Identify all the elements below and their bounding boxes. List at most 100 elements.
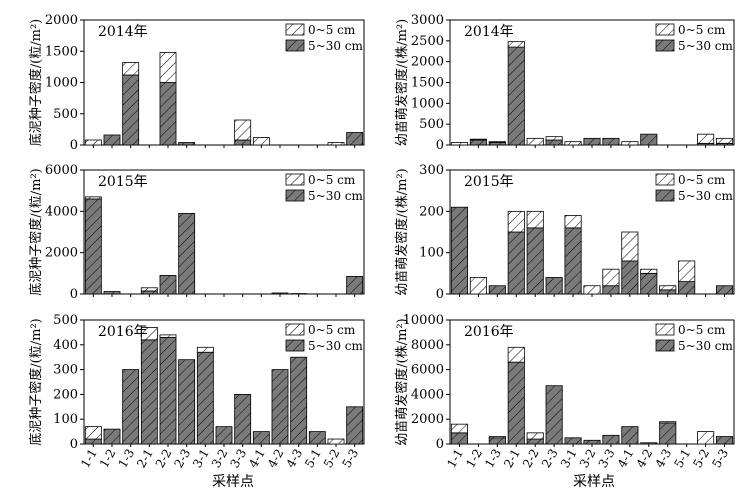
bar-layer-5-30-2-3 (545, 139, 563, 146)
chart-panel-2: 0 500 1000 1500 2000 2500 3000 2014年 0~5 cm 5~30 … (394, 13, 735, 153)
y-tick-label: 0 (436, 287, 444, 302)
legend-swatch-5-30 (285, 339, 305, 352)
x-tick-label: 2-3 (171, 447, 193, 471)
y-tick-label: 100 (53, 412, 78, 427)
bar-layer-5-30-2-3 (178, 359, 196, 445)
bar-layer-0-5-5-2 (697, 133, 715, 144)
x-tick-label: 1-2 (463, 447, 485, 471)
y-tick-label: 4000 (45, 204, 78, 219)
y-tick-label: 4000 (411, 387, 444, 402)
bar-layer-5-30-4-2 (640, 442, 658, 445)
y-tick-label: 2000 (411, 412, 444, 427)
bar-layer-5-30-4-2 (640, 133, 658, 146)
x-tick-label: 2-1 (134, 447, 156, 471)
y-tick-label: 2000 (45, 13, 78, 28)
bar-layer-0-5-4-1 (621, 141, 639, 146)
x-tick-label: 4-2 (265, 447, 287, 471)
bar-layer-0-5-2-1 (507, 210, 525, 233)
bar-layer-5-30-4-1 (252, 431, 270, 445)
bar-layer-0-5-5-2 (327, 142, 345, 146)
legend-swatch-0-5 (285, 23, 305, 36)
x-tick-label: 3-2 (577, 447, 599, 471)
bar-layer-5-30-5-1 (678, 281, 696, 295)
chart-panel-1: 0 500 1000 1500 2000 2014年 0~5 cm 5~30 cm 底泥种子密度… (28, 13, 365, 153)
bar-layer-0-5-5-1 (678, 260, 696, 282)
y-tick-label: 0 (436, 138, 444, 153)
bar-layer-0-5-5-2 (697, 431, 715, 445)
bar-layer-0-5-5-3 (715, 137, 734, 144)
bar-layer-0-5-1-3 (488, 436, 506, 439)
x-tick-label: 1-1 (444, 447, 466, 471)
bar-layer-0-5-4-3 (659, 421, 677, 424)
legend-swatch-0-5 (285, 323, 305, 336)
legend-label-5-30: 5~30 cm (678, 39, 733, 53)
y-tick-label: 6000 (45, 163, 78, 178)
bar-layer-0-5-2-1 (140, 327, 158, 341)
y-tick-label: 200 (53, 387, 78, 402)
y-tick-label: 0 (70, 437, 78, 452)
x-tick-label: 5-3 (339, 447, 361, 471)
bar-layer-0-5-1-1 (84, 139, 102, 146)
legend-label-0-5: 0~5 cm (308, 173, 356, 187)
y-axis-label: 幼苗萌发密度/(株/m²) (394, 318, 410, 445)
bar-layer-5-30-3-2 (215, 426, 233, 445)
bar-layer-5-30-2-1 (507, 46, 525, 146)
y-tick-label: 500 (419, 117, 444, 132)
y-tick-label: 500 (53, 107, 78, 122)
bar-layer-0-5-2-3 (545, 136, 563, 141)
x-tick-label: 4-3 (283, 447, 305, 471)
bar-layer-5-30-2-1 (507, 361, 525, 445)
bar-layer-5-30-2-2 (159, 274, 177, 295)
x-tick-label: 4-2 (634, 447, 656, 471)
bar-layer-5-30-2-1 (140, 290, 158, 295)
y-tick-label: 500 (53, 313, 78, 328)
legend-label-0-5: 0~5 cm (678, 323, 726, 337)
bar-layer-5-30-3-2 (583, 439, 601, 445)
y-tick-label: 300 (419, 163, 444, 178)
bar-layer-0-5-1-2 (469, 277, 487, 295)
bar-layer-0-5-2-2 (526, 432, 544, 440)
x-tick-label: 2-2 (520, 447, 542, 471)
y-tick-label: 0 (436, 437, 444, 452)
y-tick-label: 1500 (45, 44, 78, 59)
x-tick-label: 4-1 (615, 447, 637, 471)
legend-swatch-5-30 (655, 189, 675, 202)
bar-layer-5-30-1-2 (103, 428, 121, 445)
bar-layer-5-30-1-3 (488, 285, 506, 295)
x-tick-label: 3-2 (209, 447, 231, 471)
legend-label-5-30: 5~30 cm (308, 339, 363, 353)
bar-layer-5-30-3-3 (234, 139, 252, 146)
bar-layer-0-5-4-2 (640, 268, 658, 274)
bar-layer-5-30-3-3 (602, 137, 620, 146)
bar-layer-0-5-3-1 (564, 215, 582, 229)
bar-layer-5-30-3-3 (602, 285, 620, 295)
y-tick-label: 10000 (403, 313, 444, 328)
legend-swatch-5-30 (655, 39, 675, 52)
legend-swatch-5-30 (285, 39, 305, 52)
x-tick-label: 5-1 (671, 447, 693, 471)
x-tick-label: 3-1 (190, 447, 212, 471)
legend-label-0-5: 0~5 cm (678, 23, 726, 37)
y-tick-label: 1000 (411, 96, 444, 111)
panel-year-label: 2014年 (98, 24, 148, 40)
bar-layer-5-30-4-3 (659, 422, 677, 445)
chart-panel-6: 0 2000 4000 6000 8000 10000 1-11-21-32-12-22-3… (394, 313, 735, 471)
panel-year-label: 2015年 (98, 174, 148, 190)
x-tick-label: 2-2 (153, 447, 175, 471)
legend-swatch-0-5 (655, 173, 675, 186)
chart-panel-3: 0 2000 4000 6000 2015年 0~5 cm 5~30 cm 底泥种子密度/(粒… (28, 163, 365, 302)
bar-layer-5-30-3-3 (602, 434, 620, 445)
y-tick-label: 2500 (411, 34, 444, 49)
bar-layer-0-5-5-2 (327, 438, 345, 445)
y-axis-label: 底泥种子密度/(粒/m²) (28, 318, 44, 445)
bar-layer-5-30-2-2 (159, 336, 177, 445)
bar-layer-0-5-1-1 (84, 426, 102, 440)
chart-panel-4: 0 100 200 300 2015年 0~5 cm 5~30 cm 幼苗萌发密度/(株/m²… (394, 163, 735, 302)
bar-layer-5-30-3-1 (564, 227, 582, 295)
legend-label-5-30: 5~30 cm (308, 189, 363, 203)
x-tick-label: 1-1 (78, 447, 100, 471)
bar-layer-0-5-1-1 (450, 423, 469, 434)
y-tick-label: 8000 (411, 338, 444, 353)
bar-layer-0-5-1-1 (450, 142, 469, 146)
